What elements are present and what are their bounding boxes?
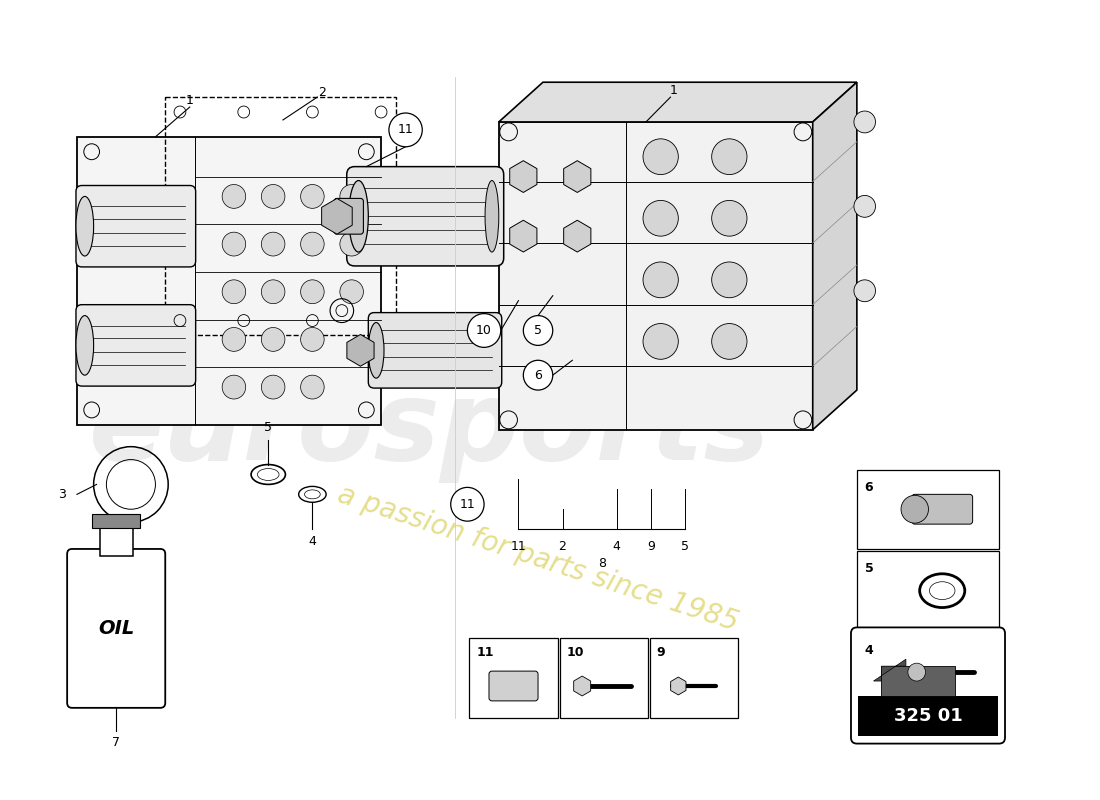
Polygon shape	[881, 666, 955, 696]
Ellipse shape	[930, 582, 955, 600]
Circle shape	[644, 200, 679, 236]
Bar	[858, 696, 998, 736]
Circle shape	[262, 280, 285, 304]
Circle shape	[340, 185, 363, 208]
Ellipse shape	[349, 181, 368, 252]
Circle shape	[262, 232, 285, 256]
Circle shape	[451, 487, 484, 521]
Circle shape	[300, 185, 324, 208]
Circle shape	[222, 280, 245, 304]
Circle shape	[300, 375, 324, 399]
Text: 1: 1	[670, 84, 678, 97]
Circle shape	[854, 280, 876, 302]
Polygon shape	[873, 659, 906, 681]
Ellipse shape	[368, 322, 384, 378]
Text: a passion for parts since 1985: a passion for parts since 1985	[334, 481, 741, 637]
Text: 8: 8	[597, 558, 606, 570]
Text: 5: 5	[865, 562, 873, 575]
Circle shape	[908, 663, 925, 681]
Circle shape	[340, 232, 363, 256]
Circle shape	[262, 375, 285, 399]
Circle shape	[644, 139, 679, 174]
Text: 5: 5	[681, 541, 690, 554]
Circle shape	[300, 232, 324, 256]
Text: 2: 2	[318, 86, 326, 98]
FancyBboxPatch shape	[912, 494, 972, 524]
Circle shape	[222, 232, 245, 256]
Circle shape	[712, 323, 747, 359]
Circle shape	[524, 315, 553, 346]
Text: 9: 9	[657, 646, 665, 658]
Circle shape	[644, 262, 679, 298]
Bar	[857, 632, 999, 712]
Text: 9: 9	[647, 541, 654, 554]
Bar	[91, 514, 140, 528]
Bar	[77, 137, 381, 425]
Circle shape	[901, 495, 928, 523]
Circle shape	[712, 262, 747, 298]
FancyBboxPatch shape	[490, 671, 538, 701]
Ellipse shape	[485, 181, 498, 252]
Bar	[470, 638, 558, 718]
Text: 11: 11	[510, 541, 526, 554]
Text: 10: 10	[476, 324, 492, 337]
Text: 4: 4	[613, 541, 620, 554]
FancyBboxPatch shape	[334, 198, 363, 234]
Circle shape	[222, 327, 245, 351]
Ellipse shape	[305, 490, 320, 499]
Text: 11: 11	[460, 498, 475, 510]
Circle shape	[262, 185, 285, 208]
Circle shape	[389, 113, 422, 146]
Bar	[650, 638, 738, 718]
Circle shape	[222, 375, 245, 399]
Text: 5: 5	[534, 324, 542, 337]
Bar	[165, 97, 396, 335]
Text: 11: 11	[476, 646, 494, 658]
Circle shape	[340, 280, 363, 304]
Text: 1: 1	[186, 94, 194, 106]
Ellipse shape	[76, 315, 94, 375]
Text: 325 01: 325 01	[893, 706, 962, 725]
Text: 3: 3	[58, 488, 66, 501]
Circle shape	[854, 111, 876, 133]
Circle shape	[712, 200, 747, 236]
FancyBboxPatch shape	[346, 166, 504, 266]
Polygon shape	[498, 82, 857, 122]
Circle shape	[300, 327, 324, 351]
Circle shape	[468, 314, 500, 347]
Circle shape	[712, 139, 747, 174]
Bar	[560, 638, 648, 718]
Circle shape	[262, 327, 285, 351]
Text: OIL: OIL	[98, 619, 134, 638]
Bar	[99, 526, 133, 556]
FancyBboxPatch shape	[76, 305, 196, 386]
Ellipse shape	[257, 469, 279, 481]
Circle shape	[222, 185, 245, 208]
Circle shape	[644, 323, 679, 359]
Circle shape	[854, 195, 876, 218]
FancyBboxPatch shape	[368, 313, 502, 388]
Text: 6: 6	[535, 369, 542, 382]
FancyBboxPatch shape	[67, 549, 165, 708]
Polygon shape	[498, 122, 813, 430]
FancyBboxPatch shape	[76, 186, 196, 267]
Text: eurosports: eurosports	[89, 376, 771, 483]
Circle shape	[524, 360, 553, 390]
Text: 4: 4	[308, 534, 317, 547]
Text: 2: 2	[559, 541, 566, 554]
Text: 11: 11	[398, 123, 414, 136]
Bar	[857, 470, 999, 549]
Polygon shape	[813, 82, 857, 430]
Bar	[857, 551, 999, 630]
Text: 6: 6	[865, 481, 873, 494]
Text: 7: 7	[112, 736, 120, 749]
Circle shape	[300, 280, 324, 304]
Text: 5: 5	[264, 422, 273, 434]
Text: 10: 10	[566, 646, 584, 658]
Text: 4: 4	[865, 644, 873, 657]
FancyBboxPatch shape	[851, 627, 1005, 743]
Ellipse shape	[76, 197, 94, 256]
